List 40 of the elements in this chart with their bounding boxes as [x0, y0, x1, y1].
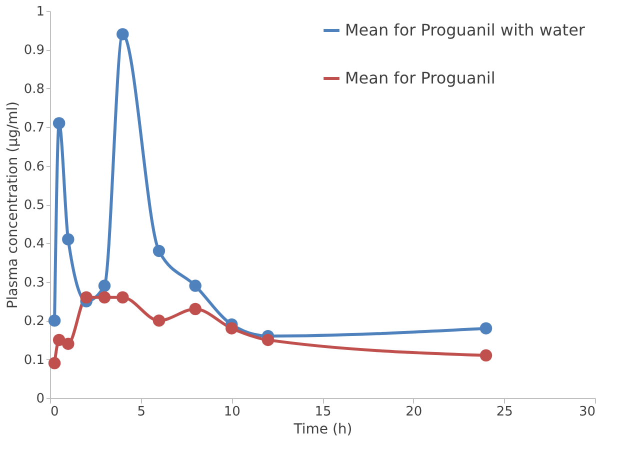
- point: [226, 322, 238, 334]
- point: [98, 291, 111, 304]
- point: [62, 338, 74, 350]
- point: [62, 233, 74, 246]
- y-tick-label: 0.6: [24, 159, 44, 174]
- x-tick-label: 25: [496, 404, 513, 420]
- point: [480, 322, 492, 334]
- point: [480, 349, 492, 362]
- legend-label: Mean for Proguanil with water: [345, 20, 586, 40]
- y-tick-label: 0.9: [24, 43, 44, 58]
- point: [189, 302, 202, 316]
- y-tick-label: 0.8: [24, 82, 44, 97]
- y-tick-label: 0.4: [24, 236, 44, 252]
- point: [116, 291, 129, 304]
- y-tick-label: 0.5: [24, 198, 44, 213]
- point: [48, 357, 61, 370]
- x-axis-title: Time (h): [292, 422, 352, 438]
- point: [189, 280, 202, 292]
- y-tick-label: 0.1: [24, 352, 44, 368]
- x-tick-label: 5: [137, 404, 146, 420]
- point: [52, 117, 66, 130]
- point: [48, 314, 61, 327]
- y-tick-label: 0.7: [24, 120, 44, 136]
- point: [262, 334, 274, 346]
- y-tick-label: 0.3: [24, 275, 44, 290]
- point: [152, 314, 166, 327]
- point: [98, 280, 111, 292]
- y-tick-label: 0.2: [24, 314, 44, 330]
- point: [152, 244, 166, 258]
- x-tick-label: 20: [406, 404, 422, 420]
- point: [116, 28, 129, 40]
- legend-label: Mean for Proguanil: [345, 68, 496, 88]
- x-tick-label: 0: [50, 404, 59, 420]
- x-tick-label: 15: [314, 404, 332, 420]
- x-tick-label: 30: [578, 404, 596, 420]
- x-tick-label: 10: [224, 404, 240, 420]
- point: [80, 291, 92, 304]
- y-tick-label: 0: [36, 392, 44, 406]
- y-axis-title: Plasma concentration (µg/ml): [4, 101, 21, 309]
- y-tick-label: 1: [36, 4, 44, 20]
